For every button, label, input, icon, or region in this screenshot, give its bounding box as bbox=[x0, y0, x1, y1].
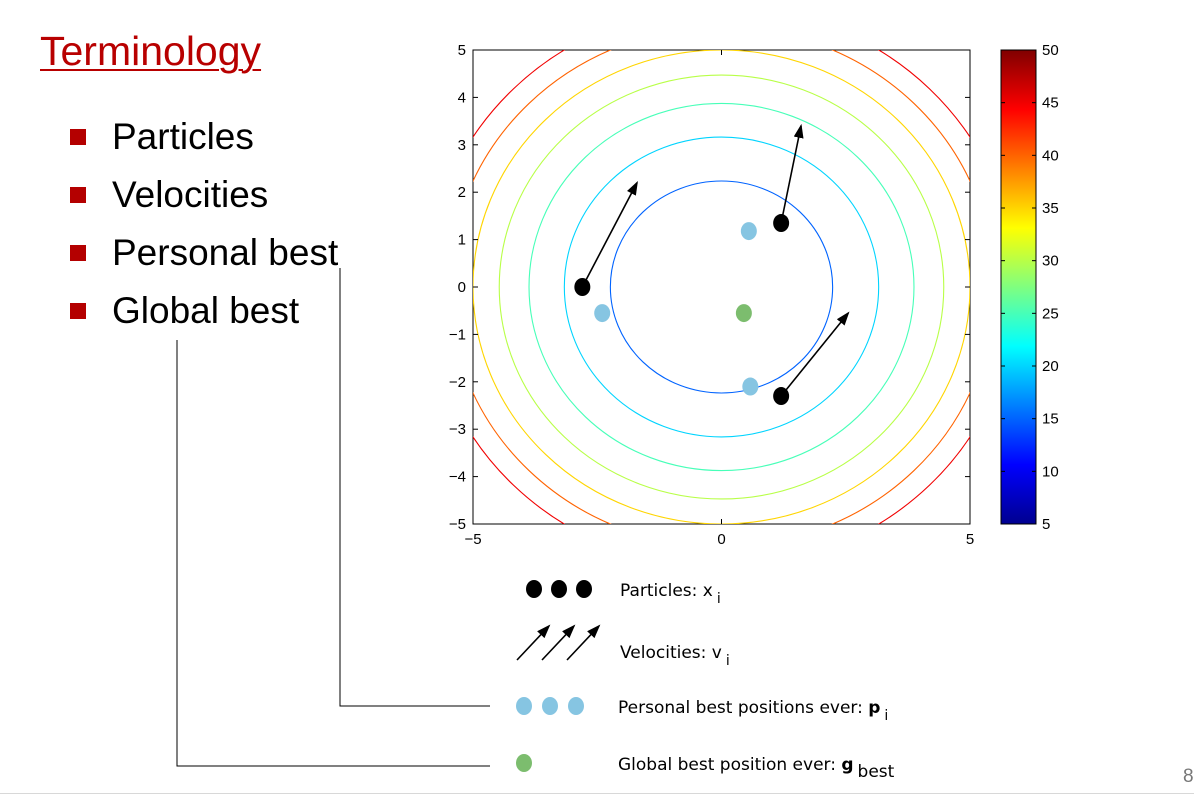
velocity-arrow bbox=[780, 311, 850, 397]
colorbar-tick-label: 35 bbox=[1042, 200, 1059, 217]
bullet-square-icon bbox=[70, 245, 86, 261]
legend-particle-dot bbox=[526, 580, 542, 598]
legend-global-best-label: Global best position ever: g best bbox=[618, 755, 895, 782]
contour-level-15 bbox=[609, 180, 834, 394]
colorbar-tick-label: 20 bbox=[1042, 358, 1059, 375]
x-tick-label: −5 bbox=[464, 531, 481, 548]
y-tick-label: 2 bbox=[458, 184, 466, 201]
connector-global-best bbox=[176, 340, 490, 767]
colorbar-tick-label: 40 bbox=[1042, 147, 1059, 164]
bullet-square-icon bbox=[70, 129, 86, 145]
particle-point bbox=[773, 387, 790, 406]
colorbar-tick-label: 15 bbox=[1042, 411, 1059, 428]
plot-frame bbox=[472, 49, 971, 525]
bullet-list: Particles Velocities Personal best Globa… bbox=[70, 108, 338, 340]
velocity-arrow bbox=[581, 180, 638, 288]
global-best-point bbox=[735, 304, 752, 323]
bullet-square-icon bbox=[70, 303, 86, 319]
contour-level-30 bbox=[498, 74, 945, 500]
y-tick-label: 4 bbox=[458, 89, 466, 106]
particle-point bbox=[773, 214, 790, 233]
x-tick-label: 0 bbox=[717, 531, 725, 548]
contour-level-20 bbox=[563, 136, 880, 438]
legend-particle-dot bbox=[551, 580, 567, 598]
legend-velocity-arrow bbox=[541, 624, 576, 661]
bullet-text: Velocities bbox=[112, 174, 269, 215]
velocity-arrows bbox=[581, 123, 850, 397]
bullet-personal-best: Personal best bbox=[70, 224, 338, 282]
particle-point bbox=[574, 278, 591, 296]
bullet-text: Personal best bbox=[112, 232, 339, 273]
y-tick-label: −5 bbox=[449, 516, 466, 533]
personal-best-point bbox=[740, 222, 757, 241]
bullet-text: Particles bbox=[112, 116, 254, 157]
legend-pbest-dot bbox=[568, 697, 584, 715]
bullet-square-icon bbox=[70, 187, 86, 203]
bullet-particles: Particles bbox=[70, 108, 338, 166]
y-tick-label: 0 bbox=[458, 279, 466, 296]
y-tick-label: 5 bbox=[458, 42, 466, 59]
axis-ticks: −5 0 5 −5 −4 −3 −2 −1 0 1 2 3 4 5 bbox=[449, 42, 974, 548]
legend-global-best: Global best position ever: g best bbox=[516, 754, 895, 782]
legend-velocity-arrow bbox=[516, 624, 551, 661]
y-tick-label: 3 bbox=[458, 137, 466, 154]
legend-pbest-dot bbox=[542, 697, 558, 715]
bullet-text: Global best bbox=[112, 290, 300, 331]
personal-best-point bbox=[594, 304, 611, 323]
colorbar-tick-label: 10 bbox=[1042, 463, 1059, 480]
colorbar bbox=[1000, 49, 1037, 525]
colorbar-tick-label: 50 bbox=[1042, 42, 1059, 59]
contour-level-25 bbox=[528, 102, 915, 472]
legend-gbest-dot bbox=[516, 754, 532, 772]
page-number: 8 bbox=[1183, 766, 1194, 787]
legend-pbest-dot bbox=[516, 697, 532, 715]
colorbar-tick-label: 5 bbox=[1042, 516, 1050, 533]
y-tick-label: −1 bbox=[449, 326, 466, 343]
footer-divider bbox=[0, 793, 1194, 794]
y-tick-label: −4 bbox=[449, 469, 466, 486]
colorbar-tick-label: 30 bbox=[1042, 253, 1059, 270]
y-tick-label: −2 bbox=[449, 374, 466, 391]
legend-particle-dot bbox=[576, 580, 592, 598]
connector-personal-best bbox=[339, 268, 490, 707]
global-best-marker bbox=[735, 304, 752, 323]
colorbar-tick-label: 45 bbox=[1042, 95, 1059, 112]
slide-title: Terminology bbox=[40, 28, 262, 74]
velocity-arrow bbox=[780, 123, 804, 224]
y-tick-label: −3 bbox=[449, 421, 466, 438]
bullet-global-best: Global best bbox=[70, 282, 338, 340]
colorbar-tick-label: 25 bbox=[1042, 305, 1059, 322]
legend-velocity-arrow bbox=[566, 624, 601, 661]
particle-markers bbox=[574, 214, 790, 406]
x-tick-label: 5 bbox=[966, 531, 974, 548]
contour-lines bbox=[473, 50, 970, 524]
personal-best-point bbox=[742, 377, 759, 396]
y-tick-label: 1 bbox=[458, 232, 466, 249]
personal-best-markers bbox=[594, 222, 759, 396]
bullet-velocities: Velocities bbox=[70, 166, 338, 224]
colorbar-ticks: 5 10 15 20 25 30 35 40 45 50 bbox=[1001, 42, 1059, 533]
